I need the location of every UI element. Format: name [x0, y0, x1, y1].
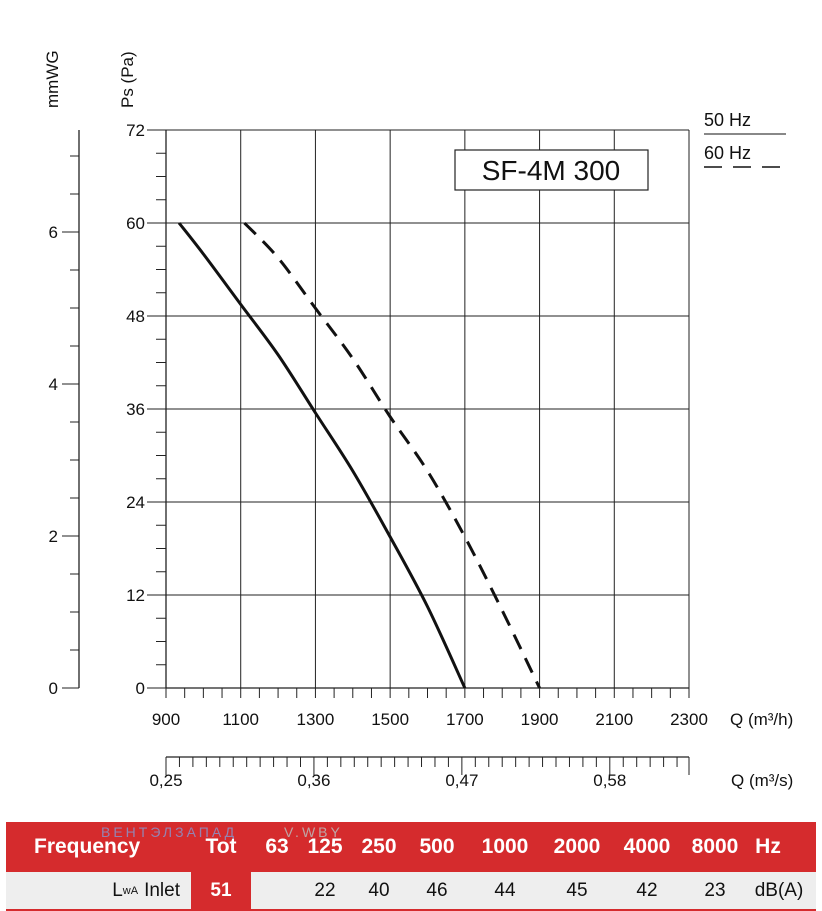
chart-curves [177, 221, 541, 689]
mmwg-tick-label: 0 [49, 679, 58, 698]
sound-table-header: ВЕНТЭЛЗАПАД V.WBY Frequency Tot 63 125 2… [6, 822, 816, 872]
header-4000: 4000 [623, 835, 671, 858]
header-frequency: Frequency [34, 835, 141, 858]
y-tick-label: 24 [126, 493, 145, 512]
value-250: 40 [368, 879, 390, 901]
value-1000: 44 [494, 879, 516, 901]
x-tick-label: 900 [152, 710, 180, 729]
x-tick-label: 1300 [297, 710, 335, 729]
ms-tick-label: 0,36 [297, 771, 330, 790]
value-4000: 42 [636, 879, 658, 901]
ms-tick-label: 0,58 [593, 771, 626, 790]
row-label-l: L [112, 879, 123, 901]
ms-axis-label: Q (m³/s) [731, 771, 793, 790]
watermark-domain: V.WBY [284, 824, 343, 840]
chart-title: SF-4M 300 [482, 155, 621, 186]
value-500: 46 [426, 879, 448, 901]
mmwg-tick-label: 6 [49, 223, 58, 242]
value-tot: 51 [191, 872, 251, 909]
header-1000: 1000 [481, 835, 529, 858]
header-500: 500 [419, 835, 455, 858]
sound-table: ВЕНТЭЛЗАПАД V.WBY Frequency Tot 63 125 2… [6, 822, 816, 911]
curve-60hz [243, 221, 541, 689]
header-hz: Hz [755, 835, 781, 858]
header-125: 125 [307, 835, 343, 858]
ms-tick-label: 0,25 [149, 771, 182, 790]
x-tick-label: 2300 [670, 710, 708, 729]
x-tick-label: 1500 [371, 710, 409, 729]
chart-axes: 900 1100 1300 1500 1700 1900 2100 2300 Q (m³/h) 0… [43, 50, 793, 790]
x-axis-label: Q (m³/h) [730, 710, 793, 729]
value-unit: dB(A) [754, 879, 804, 901]
ms-tick-label: 0,47 [445, 771, 478, 790]
header-2000: 2000 [553, 835, 601, 858]
x-tick-label: 1100 [222, 710, 259, 729]
mmwg-tick-label: 2 [49, 527, 58, 546]
y-tick-label: 72 [126, 121, 145, 140]
x-tick-label: 1700 [446, 710, 484, 729]
chart-legend: 50 Hz 60 Hz [704, 110, 786, 168]
x-tick-label: 2100 [595, 710, 633, 729]
header-8000: 8000 [691, 835, 739, 858]
value-2000: 45 [566, 879, 588, 901]
row-label-inlet: Inlet [144, 879, 180, 901]
y-tick-label: 60 [126, 214, 145, 233]
header-tot: Tot [205, 835, 237, 858]
x-tick-label: 1900 [521, 710, 559, 729]
header-63: 63 [265, 835, 289, 858]
y-tick-label: 12 [126, 586, 145, 605]
row-label-sub: wA [122, 884, 139, 897]
legend-label: 50 Hz [704, 110, 751, 130]
mmwg-tick-label: 4 [49, 375, 58, 394]
value-125: 22 [314, 879, 336, 901]
value-8000: 23 [704, 879, 726, 901]
chart-grid [165, 129, 690, 689]
y-axis-label-mmwg: mmWG [43, 50, 62, 108]
header-250: 250 [361, 835, 397, 858]
y-tick-label: 36 [126, 400, 145, 419]
legend-label: 60 Hz [704, 143, 751, 163]
value-63 [256, 872, 298, 909]
chart-title-box: SF-4M 300 [454, 149, 649, 191]
watermark-text: ВЕНТЭЛЗАПАД [101, 824, 238, 840]
curve-50hz [177, 222, 467, 689]
watermark: ВЕНТЭЛЗАПАД V.WBY [101, 824, 343, 840]
y-tick-label: 0 [136, 679, 145, 698]
y-tick-label: 48 [126, 307, 145, 326]
fan-curve-chart: 900 1100 1300 1500 1700 1900 2100 2300 Q (m³/h) 0… [43, 50, 793, 790]
y-axis-label-pa: Ps (Pa) [118, 51, 137, 108]
